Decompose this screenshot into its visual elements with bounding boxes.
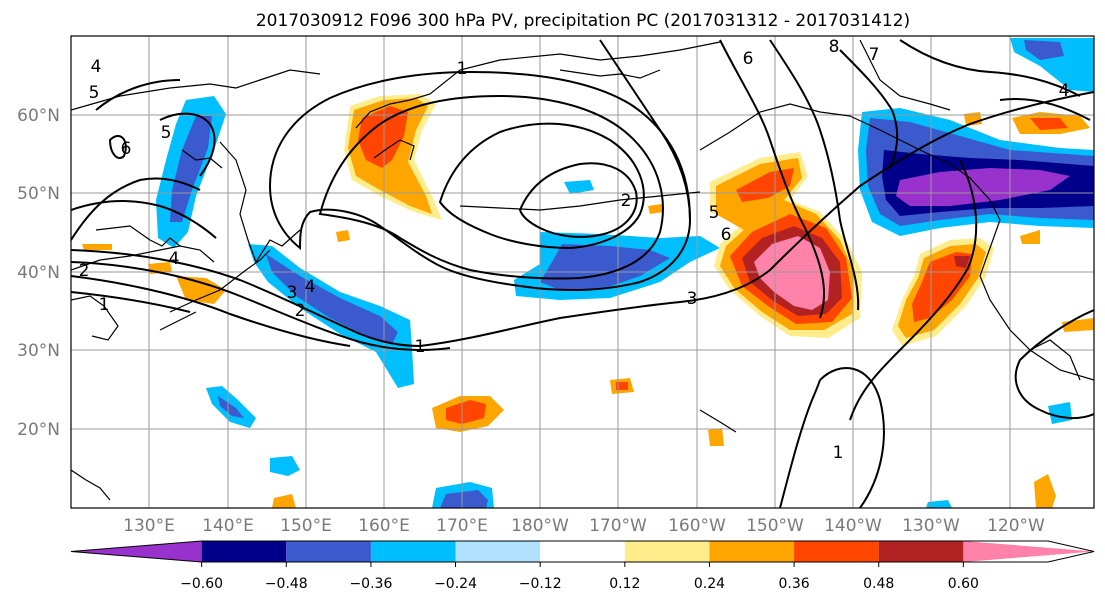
shade-negative-patch-2: [270, 456, 300, 476]
colorbar-segment: [709, 541, 795, 562]
colorbar-ticks: −0.60 −0.48 −0.36 −0.24 −0.12 0.12 0.24 0.36 0.4…: [180, 562, 979, 592]
shade-positive-patch-12: [336, 230, 350, 242]
contour-label: 1: [99, 295, 110, 315]
shade-negative-japan-streak-2: [266, 254, 398, 344]
contour-label: 7: [869, 45, 880, 65]
colorbar-segment: [71, 541, 202, 562]
contour-label: 4: [1059, 81, 1070, 101]
lon-label: 170°E: [436, 516, 488, 536]
shade-positive-patch-11: [708, 428, 724, 446]
contour-label: 1: [415, 337, 426, 357]
shade-negative-patch-1b: [218, 396, 244, 418]
map-title: 2017030912 F096 300 hPa PV, precipitatio…: [256, 11, 910, 31]
colorbar-segment: [455, 541, 541, 562]
colorbar-segment: [878, 541, 964, 562]
shade-positive-california-4: [954, 256, 970, 268]
contour-label: 5: [161, 123, 172, 143]
colorbar-tick-label: −0.36: [349, 576, 392, 592]
lat-label: 40°N: [17, 263, 60, 283]
shade-positive-patch-6: [1020, 230, 1040, 244]
lon-label: 120°W: [987, 516, 1045, 536]
lon-label: 130°E: [123, 516, 175, 536]
colorbar-tick-label: 0.24: [694, 576, 725, 592]
colorbar-tick-label: 0.60: [948, 576, 979, 592]
lon-label: 180°W: [511, 516, 569, 536]
colorbar-tick-label: 0.36: [779, 576, 810, 592]
contour-label: 6: [743, 49, 754, 69]
colorbar-segment: [624, 541, 710, 562]
shade-positive-patch-13: [648, 204, 664, 214]
colorbar-tick-label: −0.60: [180, 576, 223, 592]
lon-label: 160°E: [358, 516, 410, 536]
contour-label: 4: [305, 277, 316, 297]
colorbar-tick-label: −0.48: [265, 576, 308, 592]
lat-label: 30°N: [17, 341, 60, 361]
shade-positive-east-pacific-6: [754, 236, 830, 310]
shade-negative-ne-corner-2: [1024, 40, 1064, 60]
colorbar-outline: [70, 540, 1095, 563]
lat-labels: 60°N 50°N 40°N 30°N 20°N: [17, 106, 60, 440]
shade-positive-okhotsk-3: [358, 106, 408, 168]
contour-label: 3: [687, 289, 698, 309]
lon-labels: 130°E 140°E 150°E 160°E 170°E 180°W 170°…: [123, 516, 1045, 536]
contour-label: 4: [91, 57, 102, 77]
shade-positive-patch-9: [272, 494, 296, 508]
shade-negative-patch-6: [926, 500, 952, 508]
colorbar-segment: [286, 541, 371, 562]
shade-positive-patch-1b: [446, 400, 486, 424]
lon-label: 160°W: [668, 516, 726, 536]
contour-label: 8: [829, 37, 840, 57]
colorbar-segment: [963, 541, 1094, 562]
lat-label: 20°N: [17, 420, 60, 440]
contour-label: 4: [169, 249, 180, 269]
pv-contours: [71, 39, 1094, 508]
contour-label: 6: [721, 225, 732, 245]
shade-negative-patch-3b: [440, 490, 488, 508]
colorbar-tick-label: −0.24: [434, 576, 477, 592]
contour-label: 3: [287, 283, 298, 303]
shade-positive-california-3: [912, 252, 972, 322]
shade-positive-patch-10b: [616, 382, 628, 390]
lat-label: 50°N: [17, 184, 60, 204]
contour-label: 5: [709, 203, 720, 223]
contour-label: 5: [89, 83, 100, 103]
colorbar-segment: [540, 541, 625, 562]
shade-positive-patch-5b: [1030, 118, 1068, 130]
coastlines: [71, 39, 1094, 501]
precip-shading: [82, 38, 1094, 508]
map-panel: 4 5 5 6 1 6 8 7 4 4 2 5 6 3 3 4 2 1 1 2: [70, 35, 1095, 509]
contour-label: 2: [79, 261, 90, 281]
colorbar-tick-label: 0.12: [609, 576, 640, 592]
contour-label: 2: [621, 191, 632, 211]
colorbar-segments: [70, 540, 1095, 563]
contour-label: 2: [295, 301, 306, 321]
colorbar: −0.60 −0.48 −0.36 −0.24 −0.12 0.12 0.24 0.36 0.4…: [70, 540, 1095, 592]
lon-label: 130°W: [902, 516, 960, 536]
shade-positive-patch-2: [176, 276, 226, 304]
gridlines: [71, 36, 1094, 508]
lon-label: 140°W: [824, 516, 882, 536]
shade-positive-patch-3: [82, 244, 112, 250]
contour-label: 6: [121, 139, 132, 159]
colorbar-tick-label: 0.48: [863, 576, 894, 592]
colorbar-segment: [370, 541, 456, 562]
contour-label: 1: [833, 443, 844, 463]
shade-negative-patch-4: [564, 180, 594, 194]
pv-contour-labels: 4 5 5 6 1 6 8 7 4 4 2 5 6 3 3 4 2 1 1 2: [79, 37, 1070, 463]
colorbar-segment: [201, 541, 287, 562]
colorbar-tick-label: −0.12: [519, 576, 562, 592]
shade-negative-ne-pacific-4: [896, 168, 1070, 206]
shade-negative-west-streak-2: [170, 116, 212, 222]
contour-label: 1: [457, 59, 468, 79]
colorbar-segment: [794, 541, 879, 562]
lon-label: 140°E: [202, 516, 254, 536]
map-frame: [70, 35, 1095, 509]
lon-label: 170°W: [589, 516, 647, 536]
shade-positive-patch-8: [1034, 474, 1056, 508]
lon-label: 150°E: [280, 516, 332, 536]
lat-label: 60°N: [17, 106, 60, 126]
lon-label: 150°W: [746, 516, 804, 536]
